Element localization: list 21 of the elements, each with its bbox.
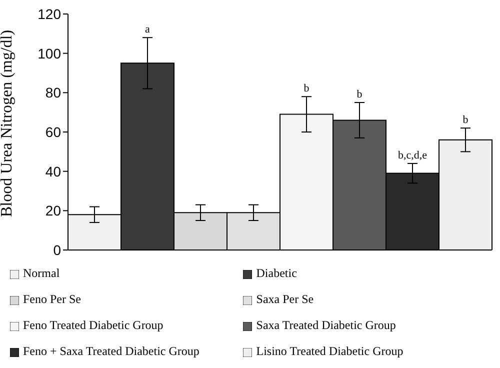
legend-label: Lisino Treated Diabetic Group [256,344,404,358]
y-tick-label: 40 [45,163,62,180]
legend-label: Saxa Treated Diabetic Group [256,318,396,332]
legend-label: Feno Treated Diabetic Group [23,318,164,332]
y-tick-label: 20 [45,202,62,219]
legend-label: Feno Per Se [23,292,81,306]
legend-label: Saxa Per Se [256,292,314,306]
annotation: b [356,88,363,100]
legend-label: Diabetic [256,266,297,280]
y-tick-label: 120 [38,6,62,22]
annotation: b [304,82,310,95]
y-tick-label: 0 [53,242,62,258]
y-tick-label: 80 [45,84,62,101]
y-tick-label: 60 [45,124,62,140]
annotation: b [462,114,469,126]
y-tick-label: 100 [38,45,62,62]
annotation: a [145,24,150,36]
legend-label: Feno + Saxa Treated Diabetic Group [23,344,200,358]
y-axis-title: Blood Urea Nitrogen (mg/dl) [0,30,16,217]
legend-label: Normal [23,266,60,280]
annotation: b,c,d,e [398,149,428,162]
